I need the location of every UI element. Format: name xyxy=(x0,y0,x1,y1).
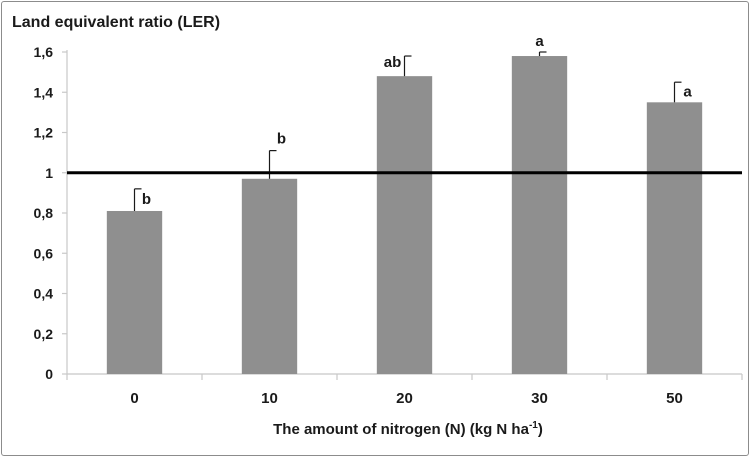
y-tick-label: 0 xyxy=(45,366,53,382)
x-tick-label: 10 xyxy=(261,390,278,407)
bar xyxy=(511,56,568,375)
y-tick-label: 0,2 xyxy=(34,326,54,342)
x-axis: 0 10 20 30 50 xyxy=(66,373,743,407)
x-tick-label: 30 xyxy=(531,390,548,407)
x-tick-label: 50 xyxy=(666,390,683,407)
x-tick-label: 20 xyxy=(396,390,413,407)
y-tick-label: 1,4 xyxy=(34,84,54,100)
significance-label: b xyxy=(277,131,286,148)
x-axis-label-superscript: -1 xyxy=(529,420,538,431)
bar xyxy=(646,102,703,374)
bar xyxy=(376,76,433,375)
x-axis-label: The amount of nitrogen (N) (kg N ha-1) xyxy=(273,420,543,438)
y-tick-label: 1 xyxy=(45,165,53,181)
y-tick-label: 0,4 xyxy=(34,286,54,302)
bar xyxy=(241,178,298,374)
y-tick-label: 0,8 xyxy=(34,205,54,221)
y-tick-label: 1,6 xyxy=(34,44,54,60)
y-axis: 0 0,2 0,4 0,6 0,8 1 1,2 1,4 1,6 xyxy=(34,44,68,382)
x-tick-label: 0 xyxy=(130,390,138,407)
significance-label: a xyxy=(535,33,544,50)
y-tick-label: 0,6 xyxy=(34,245,54,261)
chart-title: Land equivalent ratio (LER) xyxy=(12,14,220,31)
significance-label: ab xyxy=(384,54,402,71)
bar xyxy=(106,210,163,374)
bars: b b ab a a xyxy=(106,33,703,375)
x-axis-label-main: The amount of nitrogen (N) (kg N ha xyxy=(273,421,529,438)
significance-label: a xyxy=(683,83,692,100)
y-tick-label: 1,2 xyxy=(34,125,54,141)
significance-label: b xyxy=(142,191,151,208)
x-axis-label-tail: ) xyxy=(538,421,543,438)
